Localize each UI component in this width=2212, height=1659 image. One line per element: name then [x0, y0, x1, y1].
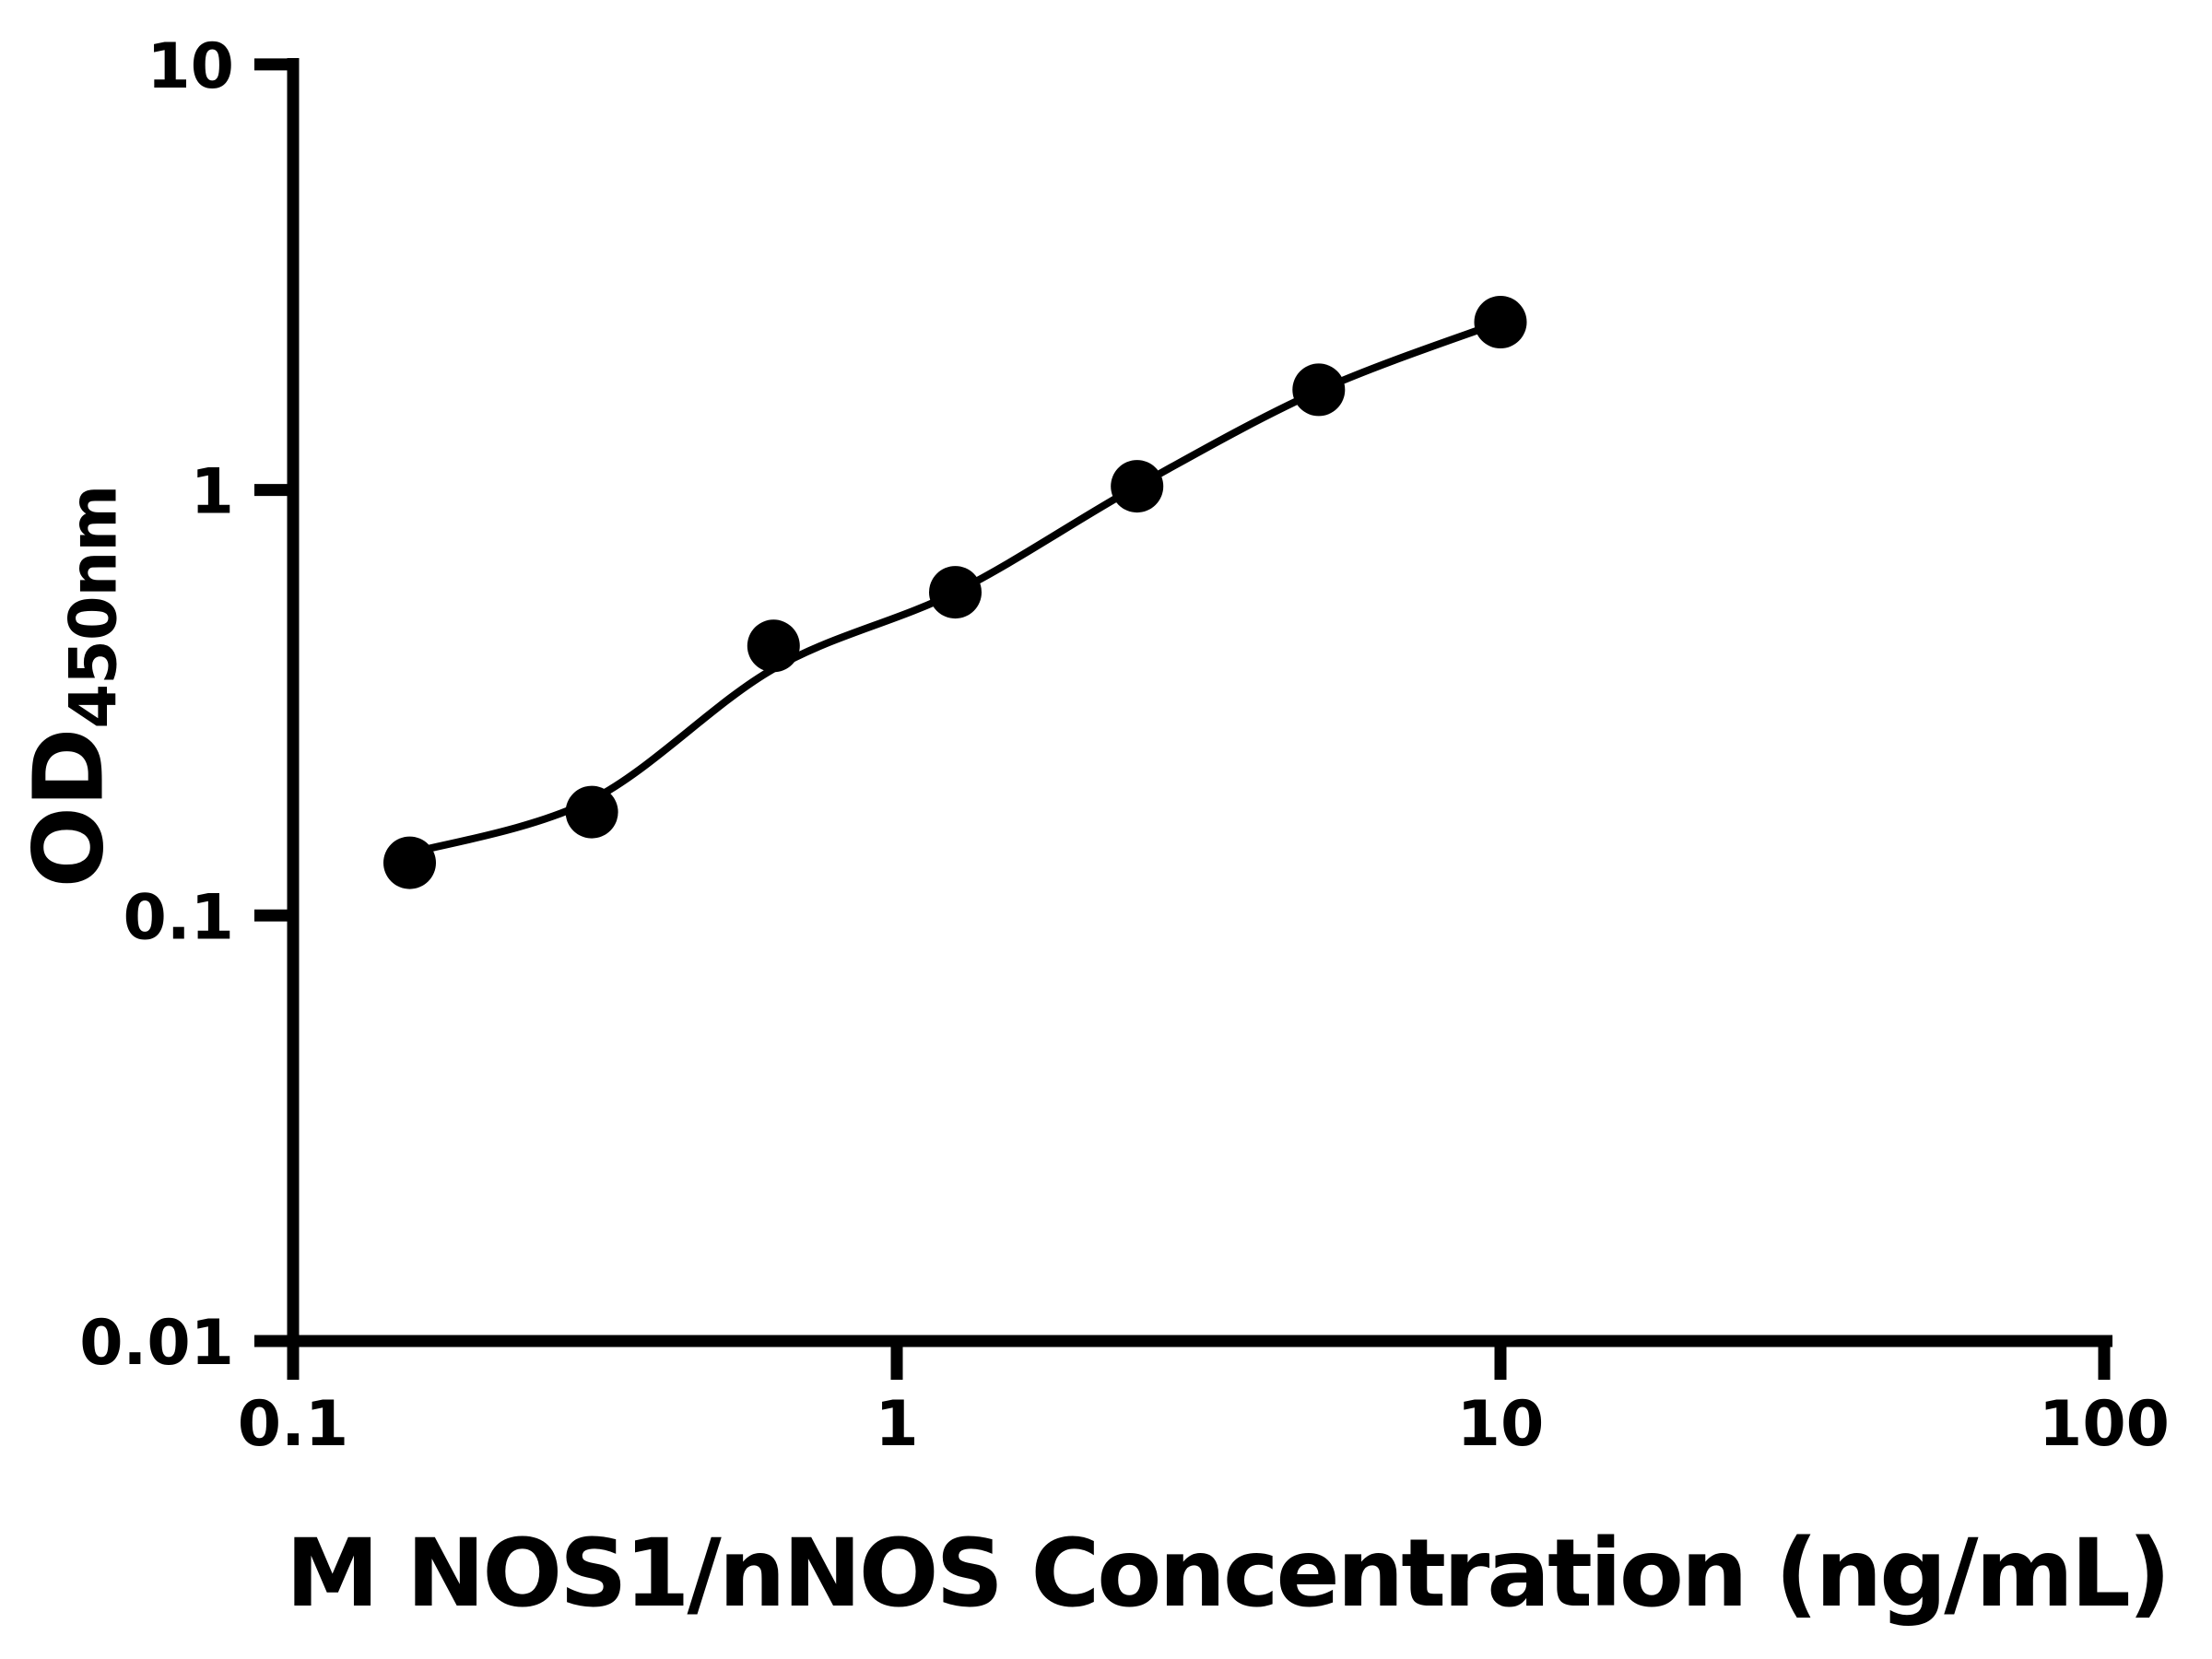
data-point-marker	[747, 619, 800, 673]
data-point-marker	[1111, 460, 1164, 513]
y-tick-label: 0.01	[79, 1307, 234, 1380]
y-axis-title: OD450nm	[12, 486, 131, 888]
y-tick-label: 10	[147, 30, 234, 103]
x-tick-label: 1	[875, 1388, 918, 1461]
x-tick-label: 100	[2039, 1388, 2170, 1461]
data-point-marker	[929, 566, 982, 619]
data-point-marker	[1292, 363, 1346, 417]
x-axis-title: M NOS1/nNOS Concentration (ng/mL)	[286, 1519, 2171, 1629]
y-axis-title-subscript: 450nm	[55, 485, 132, 729]
y-tick-label: 1	[191, 456, 234, 529]
x-tick-label: 10	[1457, 1388, 1545, 1461]
data-point-marker	[1474, 296, 1527, 348]
data-point-marker	[383, 836, 436, 889]
y-tick-label: 0.1	[124, 881, 234, 954]
y-axis-title-main: OD	[12, 728, 125, 888]
x-tick-label: 0.1	[238, 1388, 348, 1461]
data-point-marker	[565, 785, 618, 839]
